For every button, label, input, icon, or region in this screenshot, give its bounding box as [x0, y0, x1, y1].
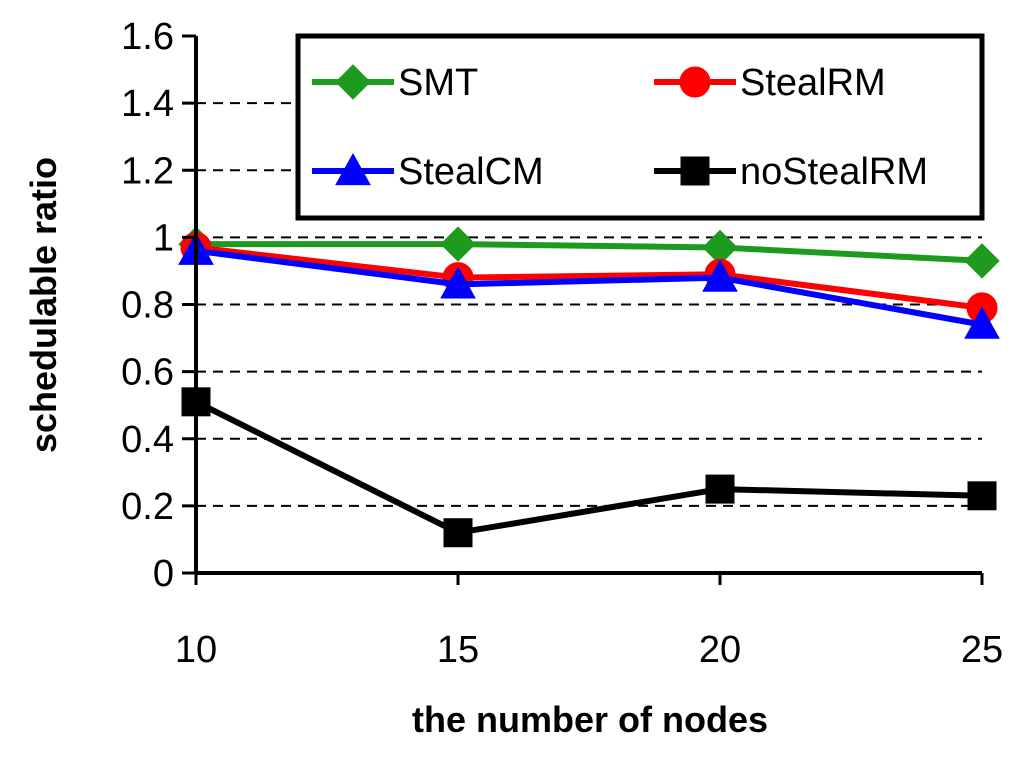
legend: SMT StealRM StealCM noStealRM: [295, 33, 985, 221]
series-SMT: [178, 226, 1000, 279]
x-tick-label: 20: [699, 629, 741, 671]
y-tick-label: 1: [153, 217, 174, 259]
data-point-StealCM: [702, 259, 738, 292]
data-point-noStealRM: [705, 474, 735, 504]
legend-entry-noStealRM: noStealRM: [654, 151, 928, 193]
y-tick-label: 0: [153, 553, 174, 595]
x-axis-title: the number of nodes: [412, 699, 768, 740]
legend-marker: [335, 64, 371, 100]
series-line-StealCM: [195, 247, 983, 328]
data-point-StealCM: [440, 266, 476, 299]
legend-label: StealCM: [398, 151, 544, 193]
data-point-SMT: [440, 226, 476, 262]
series-line-StealRM: [195, 244, 983, 311]
data-point-noStealRM: [967, 481, 997, 511]
series-line-noStealRM: [194, 399, 983, 536]
series-noStealRM: [181, 387, 997, 548]
x-tick-label: 25: [961, 629, 1003, 671]
y-tick-label: 0.2: [121, 486, 174, 528]
legend-label: SMT: [398, 62, 478, 104]
x-tick-label: 15: [437, 629, 479, 671]
y-tick-label: 0.8: [121, 285, 174, 327]
series-layer: [178, 226, 1000, 548]
x-tick-label: 10: [175, 629, 217, 671]
y-tick-label: 1.6: [121, 16, 174, 58]
y-tick-label: 0.4: [121, 419, 174, 461]
axes: [182, 34, 984, 585]
legend-label: StealRM: [740, 62, 886, 104]
legend-box: [295, 33, 985, 221]
legend-entry-StealCM: StealCM: [312, 151, 544, 193]
legend-label: noStealRM: [740, 151, 928, 193]
y-tick-label: 1.2: [121, 150, 174, 192]
tick-labels: 0 0.2 0.4 0.6 0.8 1 1.2 1.4 1.6 10 15 20 25: [121, 16, 1003, 671]
legend-entry-SMT: SMT: [312, 62, 478, 104]
legend-marker: [335, 152, 371, 186]
series-line-SMT: [196, 241, 983, 264]
y-axis-title: schedulable ratio: [23, 157, 64, 453]
data-point-StealCM: [964, 306, 1000, 339]
data-point-SMT: [964, 243, 1000, 279]
legend-entry-StealRM: StealRM: [654, 62, 886, 104]
y-tick-label: 0.6: [121, 352, 174, 394]
data-point-noStealRM: [443, 518, 473, 548]
legend-marker: [680, 156, 710, 186]
series-StealCM: [178, 232, 1000, 339]
legend-marker: [679, 66, 711, 98]
y-tick-label: 1.4: [121, 83, 174, 125]
